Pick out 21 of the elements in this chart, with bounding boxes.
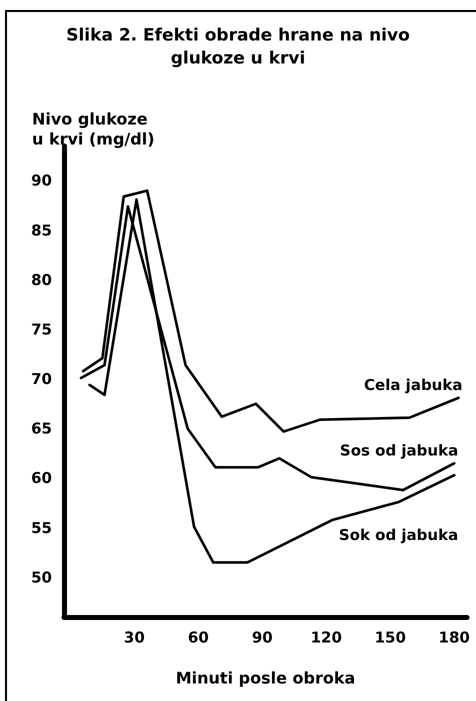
x-tick-label: 30 — [124, 628, 145, 646]
series-label: Sos od jabuka — [340, 441, 458, 460]
y-tick-label: 55 — [31, 518, 52, 537]
x-tick-label: 120 — [310, 628, 342, 646]
x-axis-title: Minuti posle obroka — [176, 668, 356, 688]
y-tick-label: 85 — [31, 221, 52, 240]
y-axis-title: Nivo glukoze u krvi (mg/dl) — [32, 110, 155, 148]
x-tick-label: 90 — [252, 628, 273, 646]
y-tick-label: 80 — [31, 270, 52, 289]
y-tick-label: 70 — [31, 370, 52, 388]
y-tick-label: 50 — [31, 568, 52, 586]
y-tick-label: 75 — [31, 320, 52, 338]
y-tick-label: 60 — [31, 469, 52, 488]
x-tick-label: 150 — [374, 628, 406, 646]
y-tick-label: 65 — [31, 420, 52, 438]
x-tick-label: 180 — [438, 628, 470, 646]
series-label: Cela jabuka — [364, 376, 462, 394]
y-tick-label: 90 — [31, 172, 52, 190]
series-label: Sok od jabuka — [338, 526, 458, 544]
x-tick-label: 60 — [188, 628, 209, 646]
chart-title: Slika 2. Efekti obrade hrane na nivo glukoze u krvi — [66, 26, 410, 68]
